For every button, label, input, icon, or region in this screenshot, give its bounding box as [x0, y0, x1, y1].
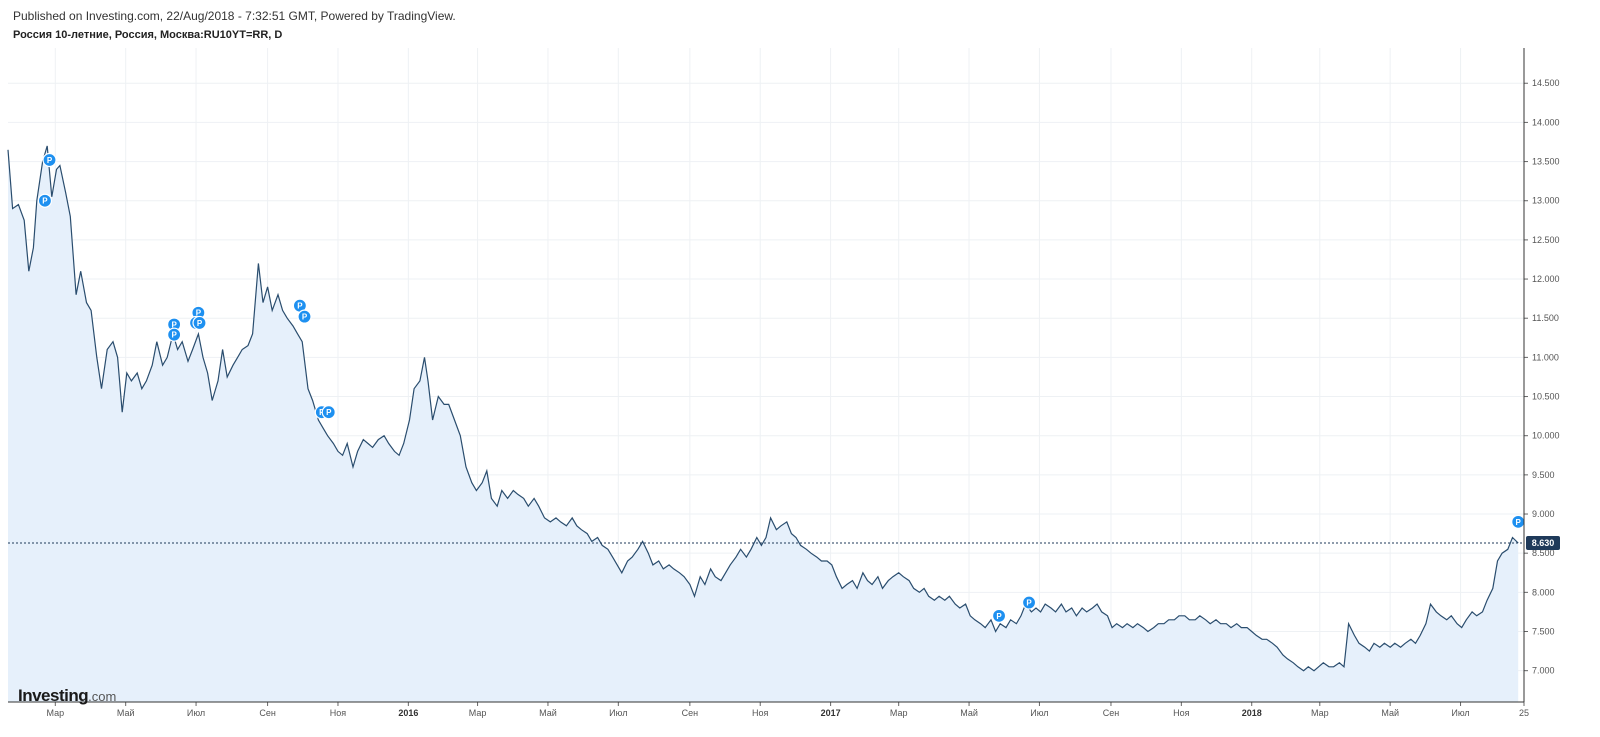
event-marker[interactable]: P: [37, 193, 53, 208]
marker-dot: [321, 405, 336, 420]
x-tick-label: Мар: [46, 708, 64, 718]
investing-logo: Investing.com: [18, 686, 116, 706]
x-tick-label: Ноя: [1173, 708, 1190, 718]
marker-dot: [1511, 514, 1526, 529]
x-tick-label: Май: [1381, 708, 1399, 718]
x-tick-label: Май: [539, 708, 557, 718]
marker-dot: [1021, 595, 1037, 610]
y-tick-label: 11.000: [1532, 352, 1559, 362]
y-tick-label: 7.500: [1532, 627, 1555, 637]
x-tick-label: Июл: [1030, 708, 1048, 718]
marker-dot: [297, 309, 312, 324]
y-axis[interactable]: 7.000 7.500 8.000 8.500 9.000 9.500 10.000 10.5…: [1523, 48, 1560, 702]
x-tick-label: Мар: [1311, 708, 1329, 718]
marker-label: P: [42, 197, 48, 206]
marker-label: P: [1516, 518, 1522, 527]
event-marker[interactable]: P: [42, 152, 57, 168]
event-marker[interactable]: P: [1511, 514, 1526, 529]
marker-label: P: [297, 302, 303, 311]
x-tick-label: Сен: [259, 708, 276, 718]
x-tick-label: Май: [960, 708, 978, 718]
x-tick-label: Июл: [187, 708, 205, 718]
y-tick-label: 8.500: [1532, 548, 1555, 558]
x-tick-label: Сен: [1103, 708, 1120, 718]
x-tick-label: Май: [117, 708, 135, 718]
y-tick-label: 7.000: [1532, 666, 1555, 676]
chart-title: Россия 10-летние, Россия, Москва:RU10YT=…: [13, 29, 283, 41]
x-tick-label: Ноя: [330, 708, 347, 718]
y-tick-label: 12.500: [1532, 235, 1560, 245]
event-marker[interactable]: P: [1021, 595, 1037, 610]
marker-label: P: [171, 320, 177, 329]
event-markers: PPPPPPPPPPPPPP: [37, 152, 1526, 623]
marker-label: P: [302, 313, 308, 322]
y-tick-label: 10.000: [1532, 431, 1560, 441]
y-tick-label: 9.500: [1532, 470, 1555, 480]
logo-main: Investing: [18, 686, 89, 705]
marker-label: P: [197, 319, 203, 328]
y-tick-label: 9.000: [1532, 509, 1555, 519]
y-tick-label: 13.500: [1532, 157, 1560, 167]
marker-label: P: [47, 156, 53, 165]
y-tick-label: 13.000: [1532, 196, 1560, 206]
last-price-label: 8.630: [1532, 538, 1555, 548]
event-marker[interactable]: P: [991, 608, 1007, 623]
x-tick-label: 2016: [398, 708, 418, 718]
marker-dot: [42, 152, 57, 168]
last-price-badge: 8.630: [1526, 536, 1560, 551]
marker-label: P: [196, 309, 202, 318]
x-tick-label: 2017: [821, 708, 841, 718]
marker-dot: [991, 608, 1007, 623]
y-tick-label: 11.500: [1532, 313, 1559, 323]
x-tick-label: Июл: [1451, 708, 1469, 718]
x-axis[interactable]: Мар Май Июл Сен Ноя 2016 Мар Май Июл Сен Ноя 2017 Ма…: [8, 701, 1529, 718]
event-marker[interactable]: P: [297, 309, 312, 324]
y-tick-label: 12.000: [1532, 274, 1560, 284]
marker-label: P: [326, 408, 332, 417]
y-tick-label: 10.500: [1532, 392, 1560, 402]
x-tick-label: Июл: [609, 708, 627, 718]
event-marker[interactable]: P: [321, 405, 336, 420]
marker-dot: [167, 327, 182, 342]
y-tick-label: 8.000: [1532, 587, 1555, 597]
event-marker[interactable]: P: [192, 315, 207, 331]
yield-line: [7, 145, 1519, 672]
x-tick-label: Сен: [682, 708, 699, 718]
x-tick-label: 25: [1519, 708, 1529, 718]
published-info: Published on Investing.com, 22/Aug/2018 …: [13, 9, 456, 23]
event-marker[interactable]: P: [167, 327, 182, 342]
marker-dot: [192, 315, 207, 331]
marker-label: P: [996, 612, 1002, 621]
x-tick-label: Мар: [469, 708, 487, 718]
marker-dot: [37, 193, 53, 208]
y-tick-label: 14.500: [1532, 78, 1560, 88]
marker-label: P: [1026, 599, 1032, 608]
logo-suffix: .com: [88, 689, 117, 704]
x-tick-label: Мар: [890, 708, 908, 718]
x-tick-label: 2018: [1242, 708, 1262, 718]
x-tick-label: Ноя: [752, 708, 769, 718]
marker-label: P: [171, 331, 177, 340]
yield-area-fill: [8, 145, 1519, 702]
y-tick-label: 14.000: [1532, 117, 1560, 127]
